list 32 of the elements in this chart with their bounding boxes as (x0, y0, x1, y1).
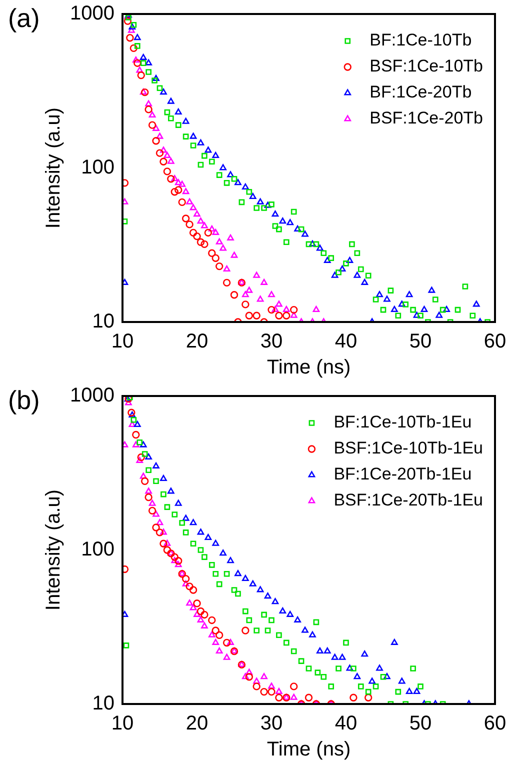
x-tick-label: 60 (484, 712, 506, 735)
chart-title: (a) (8, 3, 40, 34)
x-axis-title: Time (ns) (266, 738, 351, 761)
y-tick-label: 10 (92, 692, 114, 715)
x-tick-label: 10 (111, 330, 134, 353)
legend-label: BF:1Ce-10Tb (370, 30, 472, 50)
y-tick-label: 100 (81, 538, 114, 561)
legend-label: BSF:1Ce-10Tb-1Eu (334, 438, 484, 458)
x-tick-label: 10 (111, 712, 134, 735)
x-tick-label: 20 (186, 330, 208, 353)
x-tick-label: 50 (409, 330, 432, 353)
y-tick-label: 10 (92, 310, 114, 333)
x-tick-label: 60 (484, 330, 506, 353)
legend-label: BSF:1Ce-10Tb (370, 56, 484, 76)
legend-label: BF:1Ce-20Tb-1Eu (334, 464, 472, 484)
x-tick-label: 20 (186, 712, 208, 735)
x-tick-label: 30 (260, 712, 283, 735)
x-tick-label: 40 (334, 712, 358, 735)
legend-label: BF:1Ce-20Tb (370, 82, 472, 102)
legend-label: BSF:1Ce-20Tb (370, 108, 484, 128)
x-tick-label: 40 (334, 330, 358, 353)
chart-title: (b) (8, 385, 40, 416)
y-axis-title: Intensity (a.u) (42, 489, 65, 611)
x-axis-title: Time (ns) (266, 356, 351, 379)
legend-label: BF:1Ce-10Tb-1Eu (334, 412, 472, 432)
y-tick-label: 100 (81, 156, 114, 179)
legend-label: BSF:1Ce-20Tb-1Eu (334, 490, 484, 510)
y-tick-label: 1000 (70, 384, 114, 407)
y-tick-label: 1000 (70, 2, 114, 25)
y-axis-title: Intensity (a.u) (42, 107, 65, 229)
x-tick-label: 30 (260, 330, 283, 353)
x-tick-label: 50 (409, 712, 432, 735)
